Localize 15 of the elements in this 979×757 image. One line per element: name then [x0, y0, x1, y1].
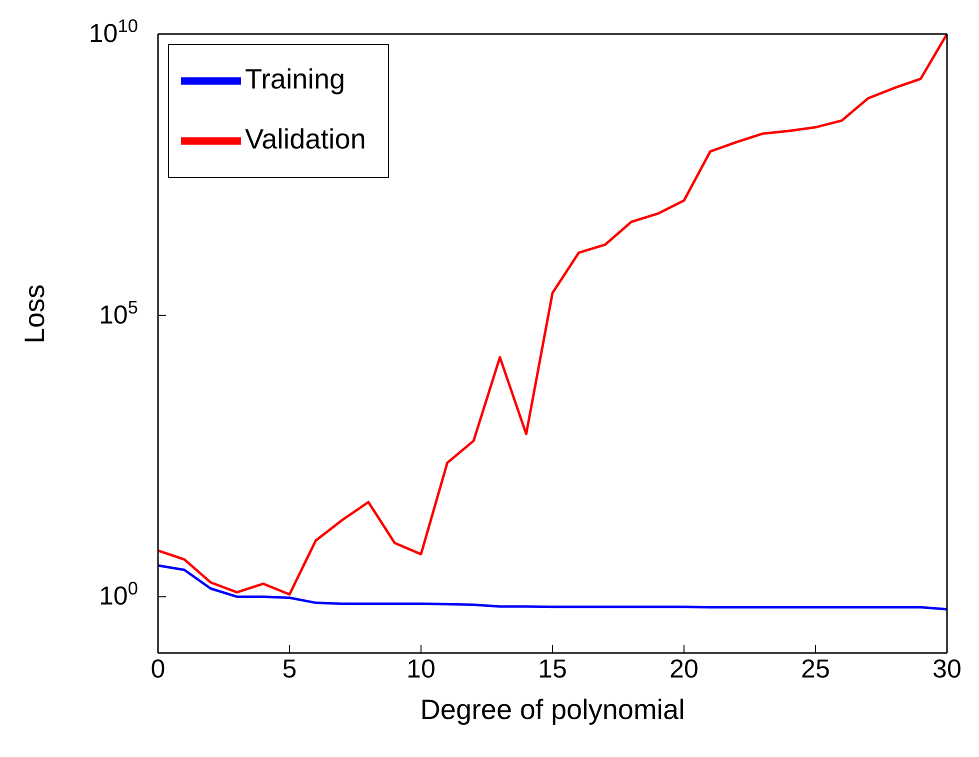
x-tick-label: 30	[932, 653, 962, 684]
y-tick-label: 10$^{10}$	[88, 16, 138, 48]
y-tick-label: 10$^{5}$	[98, 297, 138, 330]
x-tick-label: 25	[801, 653, 830, 684]
legend-label: Validation	[245, 123, 366, 154]
x-axis-title: Degree of polynomial	[420, 694, 685, 725]
line-series	[158, 564, 947, 610]
x-tick-label: 20	[670, 653, 698, 684]
x-tick-label: 15	[538, 653, 567, 684]
x-tick-label: 0	[150, 653, 166, 684]
legend-label: Training	[245, 63, 346, 94]
x-tick-label: 10	[406, 653, 436, 684]
y-axis-title: Loss	[18, 284, 50, 344]
y-tick-label: 10$^{0}$	[98, 578, 138, 611]
x-tick-label: 5	[282, 653, 297, 684]
